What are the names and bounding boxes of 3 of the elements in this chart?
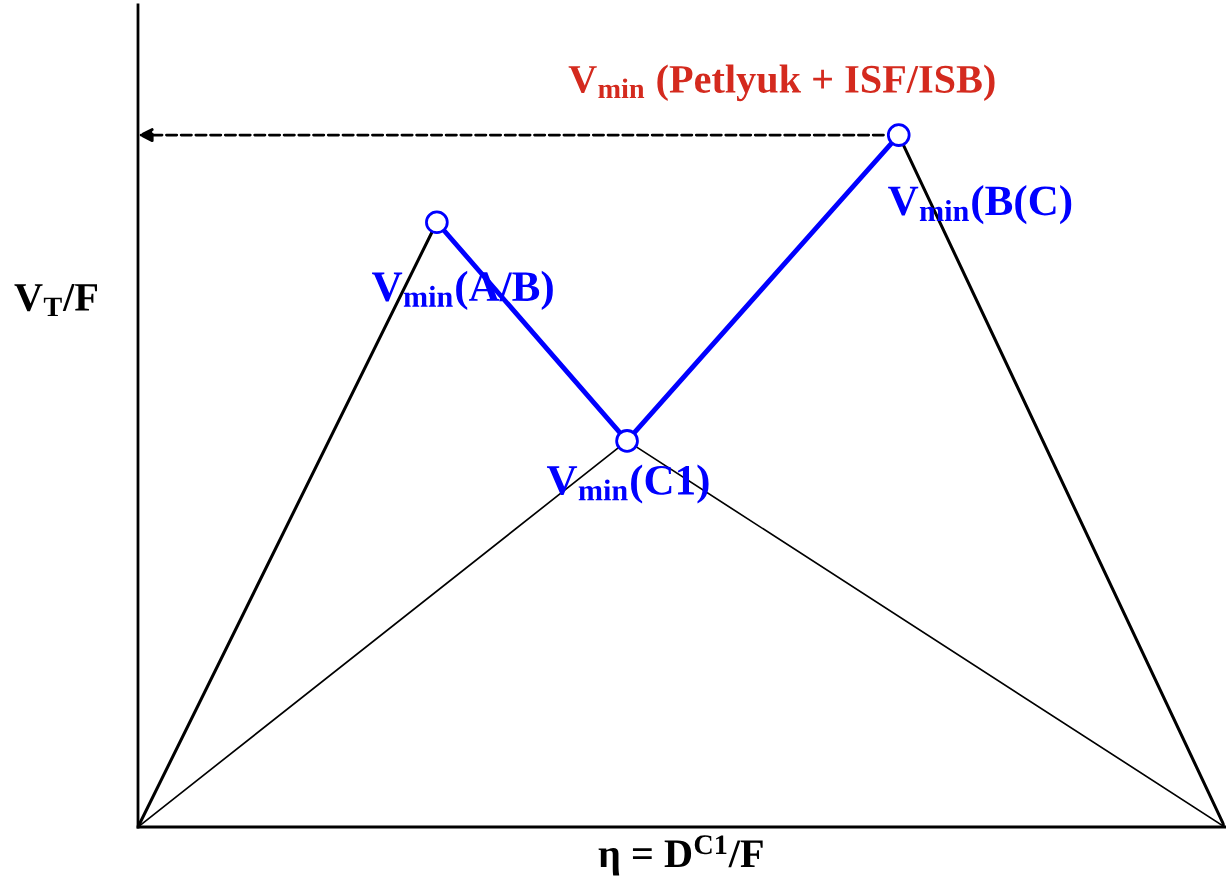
x-axis-title: η = D$^{C1}$/F <box>598 835 763 876</box>
y-axis-title: V$_{T}$/F <box>14 284 98 317</box>
chart-title: V$_{min}$ (Petlyuk + ISF/ISB) <box>568 64 995 102</box>
